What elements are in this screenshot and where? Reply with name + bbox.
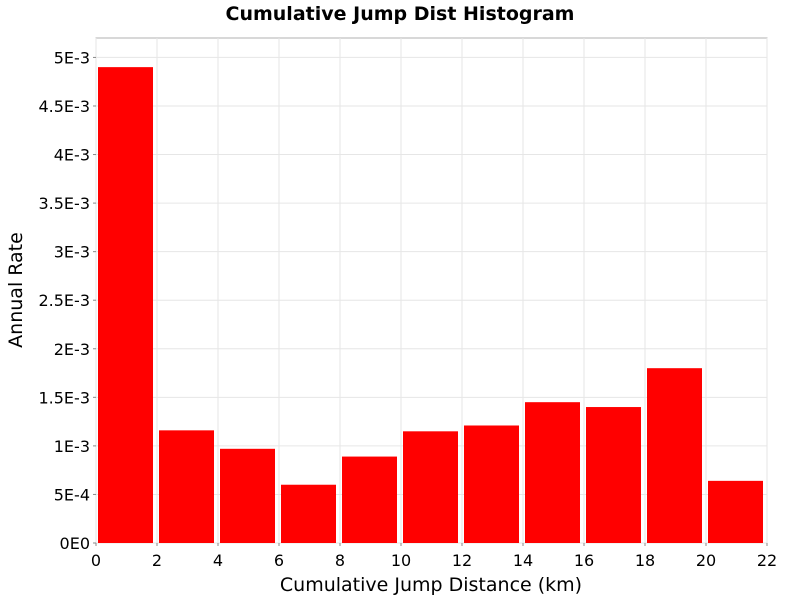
- y-axis-label: Annual Rate: [5, 232, 27, 348]
- histogram-bar-0: [98, 67, 153, 543]
- y-tick-label: 0E0: [60, 534, 90, 553]
- x-tick-label: 12: [452, 551, 472, 570]
- histogram-bar-10: [708, 480, 763, 543]
- histogram-bar-4: [342, 456, 397, 543]
- x-tick-label: 6: [274, 551, 284, 570]
- histogram-bar-2: [220, 448, 275, 543]
- histogram-bar-5: [403, 431, 458, 543]
- y-tick-label: 4.5E-3: [38, 97, 90, 116]
- y-tick-label: 2E-3: [54, 340, 90, 359]
- y-tick-label: 5E-3: [54, 48, 90, 67]
- x-tick-label: 20: [696, 551, 716, 570]
- chart-title: Cumulative Jump Dist Histogram: [226, 3, 575, 25]
- y-tick-label: 3E-3: [54, 243, 90, 262]
- x-tick-label: 4: [213, 551, 223, 570]
- histogram-bars: [98, 67, 763, 543]
- y-tick-label: 2.5E-3: [38, 291, 90, 310]
- x-tick-label: 18: [635, 551, 655, 570]
- y-tick-label: 1E-3: [54, 437, 90, 456]
- y-tick-label: 5E-4: [54, 485, 90, 504]
- y-axis-ticks: 0E0 5E-4 1E-3 1.5E-3 2E-3 2.5E-3 3E-3 3.5E-3 4E-…: [38, 48, 96, 553]
- x-tick-label: 8: [335, 551, 345, 570]
- x-tick-label: 14: [513, 551, 533, 570]
- histogram-bar-9: [647, 368, 702, 543]
- x-axis-label: Cumulative Jump Distance (km): [280, 574, 582, 596]
- y-tick-label: 1.5E-3: [38, 388, 90, 407]
- histogram-bar-3: [281, 484, 336, 543]
- x-axis-ticks: 0 2 4 6 8 10 12 14 16 18 20 22: [91, 543, 777, 570]
- x-tick-label: 0: [91, 551, 101, 570]
- histogram-bar-6: [464, 425, 519, 543]
- histogram-bar-1: [159, 430, 214, 543]
- histogram-bar-7: [525, 402, 580, 543]
- x-tick-label: 10: [391, 551, 411, 570]
- y-tick-label: 3.5E-3: [38, 194, 90, 213]
- histogram-bar-8: [586, 407, 641, 543]
- x-tick-label: 16: [574, 551, 594, 570]
- x-tick-label: 2: [152, 551, 162, 570]
- x-tick-label: 22: [757, 551, 777, 570]
- y-tick-label: 4E-3: [54, 146, 90, 165]
